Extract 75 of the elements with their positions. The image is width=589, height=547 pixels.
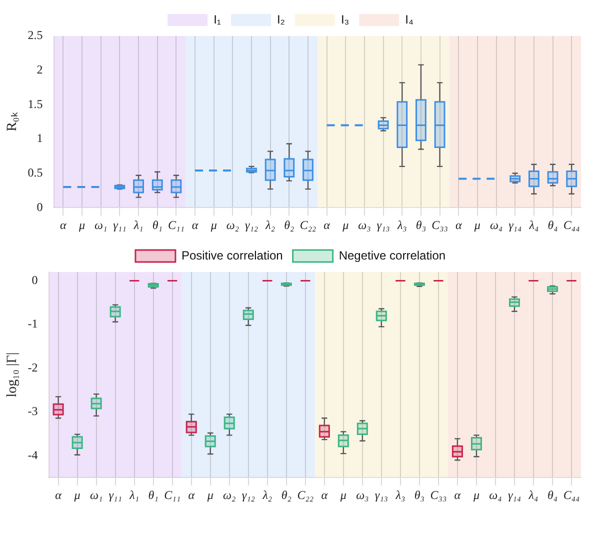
x-tick-label: λ₃ bbox=[396, 218, 407, 232]
x-tick-label: γ₁₁ bbox=[108, 488, 122, 502]
x-tick-label: C₄₄ bbox=[563, 218, 580, 232]
y-tick-label: 0 bbox=[36, 200, 43, 214]
legend-label: I₃ bbox=[340, 12, 350, 26]
x-tick-label: θ₄ bbox=[547, 488, 558, 502]
x-tick-label: C₁₁ bbox=[168, 218, 184, 232]
x-tick-label: θ₁ bbox=[152, 218, 162, 232]
x-tick-label: C₁₁ bbox=[164, 488, 181, 502]
x-tick-label: ω₃ bbox=[356, 488, 369, 502]
y-tick-label: -4 bbox=[28, 448, 38, 462]
x-tick-label: C₃₃ bbox=[430, 488, 447, 502]
x-tick-label: λ₁ bbox=[132, 218, 144, 232]
x-tick-label: C₄₄ bbox=[563, 488, 580, 502]
x-tick-label: θ₁ bbox=[148, 488, 158, 502]
x-tick-label: θ₂ bbox=[281, 488, 292, 502]
x-tick-label: λ₃ bbox=[394, 488, 406, 502]
x-tick-label: θ₂ bbox=[284, 218, 294, 232]
x-tick-label: θ₄ bbox=[548, 218, 558, 232]
y-tick-label: -2 bbox=[28, 360, 38, 374]
y-tick-label: -1 bbox=[28, 316, 38, 331]
y-tick-label: 1 bbox=[36, 131, 43, 146]
x-tick-label: μ bbox=[78, 218, 86, 232]
x-tick-label: C₃₃ bbox=[432, 218, 448, 232]
x-tick-label: λ₄ bbox=[528, 488, 538, 502]
x-tick-label: μ bbox=[339, 488, 346, 502]
legend-label: Negetive correlation bbox=[338, 248, 446, 262]
x-tick-label: λ₄ bbox=[528, 218, 539, 232]
x-tick-label: α bbox=[188, 488, 196, 502]
x-tick-label: α bbox=[55, 488, 62, 502]
legend-label: Positive correlation bbox=[181, 248, 283, 262]
y-tick-label: 1.5 bbox=[28, 96, 43, 111]
x-tick-label: α bbox=[454, 488, 462, 502]
x-tick-label: γ₁₃ bbox=[374, 488, 388, 502]
y-tick-label: 0 bbox=[32, 272, 38, 287]
x-tick-label: μ bbox=[473, 218, 480, 232]
x-tick-label: α bbox=[192, 218, 199, 232]
x-tick-label: μ bbox=[73, 488, 80, 502]
x-tick-label: λ₂ bbox=[264, 218, 276, 232]
legend-label: I₁ bbox=[214, 12, 221, 26]
y-tick-label: 2 bbox=[36, 62, 43, 76]
x-tick-label: θ₃ bbox=[416, 218, 426, 232]
x-tick-label: ω₁ bbox=[90, 488, 103, 502]
y-tick-label: 2.5 bbox=[28, 28, 43, 42]
x-tick-label: θ₃ bbox=[414, 488, 424, 502]
x-tick-label: α bbox=[60, 218, 68, 232]
x-tick-label: μ bbox=[342, 218, 349, 232]
x-tick-label: ω₄ bbox=[490, 218, 503, 232]
x-tick-label: C₂₂ bbox=[297, 488, 314, 502]
x-tick-label: ω₄ bbox=[489, 488, 502, 502]
x-tick-label: C₂₂ bbox=[300, 218, 316, 232]
x-tick-label: μ bbox=[472, 488, 480, 502]
x-tick-label: α bbox=[324, 218, 331, 232]
x-tick-label: ω₃ bbox=[358, 218, 371, 232]
x-tick-label: γ₁₁ bbox=[113, 218, 126, 232]
legend-label: I₂ bbox=[276, 12, 286, 26]
x-tick-label: γ₁₃ bbox=[376, 218, 390, 232]
x-tick-label: γ₁₄ bbox=[508, 218, 522, 232]
legend-label: I₄ bbox=[405, 12, 414, 26]
y-tick-label: 0.5 bbox=[28, 165, 43, 180]
x-tick-label: ω₂ bbox=[223, 488, 236, 502]
x-tick-label: γ₁₂ bbox=[242, 488, 255, 502]
x-tick-label: ω₂ bbox=[226, 218, 239, 232]
x-tick-label: λ₁ bbox=[128, 488, 140, 502]
y-axis-title: R₀ₖ bbox=[5, 112, 20, 132]
x-tick-label: α bbox=[321, 488, 328, 502]
x-tick-label: ω₁ bbox=[94, 218, 108, 232]
x-tick-label: λ₂ bbox=[262, 488, 272, 502]
y-axis-title: log₁₀ |Γ| bbox=[5, 352, 20, 398]
x-tick-label: α bbox=[455, 218, 462, 232]
x-tick-label: γ₁₂ bbox=[244, 218, 258, 232]
x-tick-label: μ bbox=[206, 488, 214, 502]
x-tick-label: γ₁₄ bbox=[508, 488, 522, 502]
x-tick-label: μ bbox=[210, 218, 217, 232]
y-tick-label: -3 bbox=[28, 404, 38, 418]
